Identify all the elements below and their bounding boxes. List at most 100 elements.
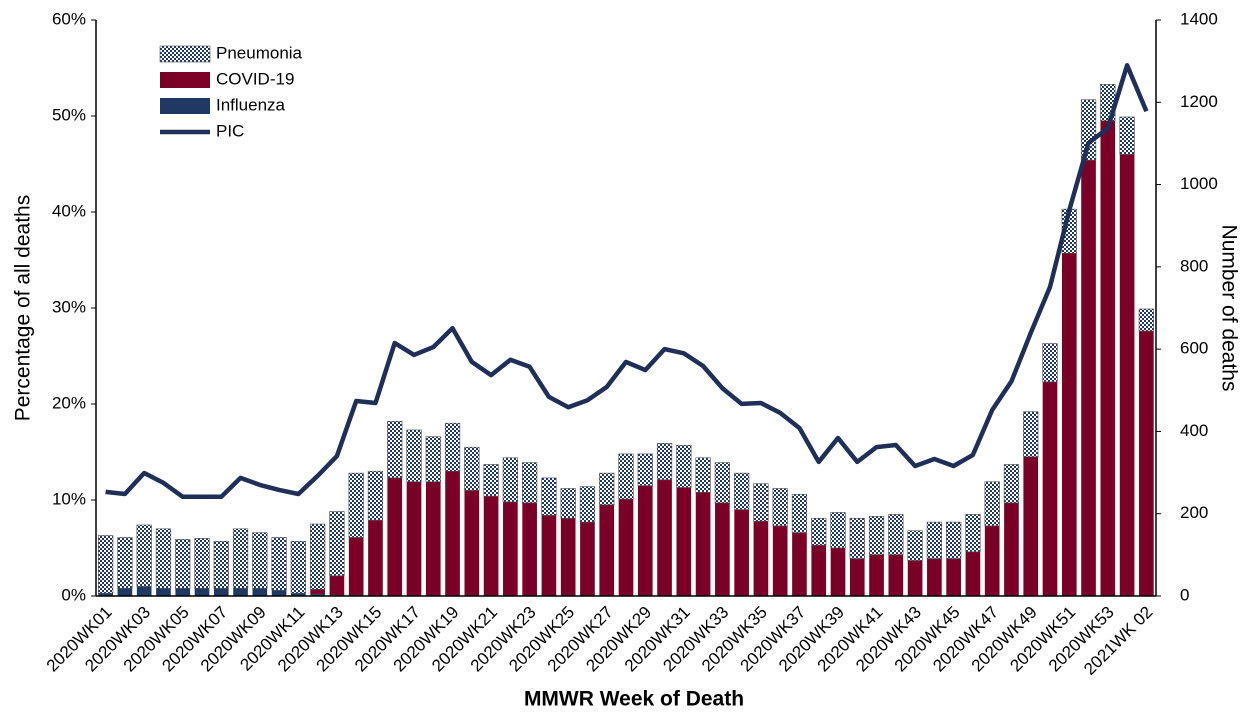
bar-segment — [464, 446, 480, 491]
bar-segment — [695, 492, 711, 596]
y-axis-title: Percentage of all deaths — [12, 195, 35, 422]
bar-segment — [232, 528, 249, 589]
bar-segment — [522, 502, 537, 596]
bar-segment — [1139, 331, 1154, 596]
bar-segment — [367, 470, 384, 521]
legend-swatch — [160, 98, 210, 114]
bar-segment — [155, 528, 172, 589]
bar-segment — [194, 588, 210, 596]
bar-segment — [310, 594, 325, 596]
bar-segment — [734, 509, 749, 596]
bar-segment — [98, 535, 114, 594]
bar-segment — [290, 540, 306, 594]
bar-segment — [888, 554, 904, 596]
legend-label: Pneumonia — [216, 43, 303, 62]
bar-segment — [926, 521, 942, 559]
bar-segment — [579, 486, 596, 523]
bar-segment — [252, 588, 268, 596]
bar-segment — [348, 472, 364, 538]
bar-segment — [503, 501, 518, 596]
bar-segment — [869, 554, 884, 596]
bar-segment — [271, 537, 287, 591]
bar-segment — [868, 516, 885, 556]
bar-segment — [927, 558, 942, 596]
y-tick-label: 0% — [61, 585, 86, 604]
bar-segment — [695, 457, 711, 493]
bar-segment — [560, 518, 576, 596]
bar-segment — [175, 588, 191, 596]
bar-segment — [734, 472, 750, 510]
bar-segment — [98, 593, 113, 596]
y2-tick-label: 1400 — [1180, 9, 1218, 28]
bar-segment — [1138, 308, 1154, 332]
bar-segment — [329, 511, 345, 577]
bar-segment — [213, 540, 229, 589]
bar-segment — [715, 502, 730, 596]
bar-segment — [117, 588, 133, 596]
bar-segment — [811, 517, 827, 546]
bar-segment — [1100, 120, 1116, 597]
bar-segment — [1119, 154, 1135, 596]
y2-tick-label: 800 — [1180, 256, 1208, 275]
bar-segment — [1004, 502, 1019, 596]
bar-segment — [175, 539, 191, 589]
bar-segment — [1003, 464, 1020, 504]
bar-segment — [291, 593, 306, 596]
bar-segment — [965, 514, 981, 553]
bar-segment — [849, 558, 865, 596]
y-tick-label: 60% — [52, 9, 86, 28]
y2-axis-title: Number of deaths — [1217, 225, 1240, 392]
y-tick-label: 30% — [52, 297, 86, 316]
bar-segment — [618, 453, 634, 500]
bar-segment — [618, 499, 634, 596]
bar-segment — [348, 537, 364, 596]
bar-segment — [657, 479, 672, 596]
bar-segment — [1023, 456, 1039, 596]
bar-segment — [522, 462, 538, 504]
legend-swatch — [159, 45, 211, 63]
y2-tick-label: 1000 — [1180, 174, 1218, 193]
bar-segment — [271, 590, 287, 596]
y2-tick-label: 1200 — [1180, 92, 1218, 111]
bar-segment — [791, 493, 808, 533]
legend-label: PIC — [216, 121, 244, 140]
bar-segment — [541, 515, 557, 596]
bar-segment — [1042, 381, 1058, 596]
bar-segment — [156, 588, 171, 596]
bar-segment — [117, 537, 133, 589]
bar-segment — [406, 429, 422, 483]
y-tick-label: 40% — [52, 201, 86, 220]
bar-segment — [560, 488, 576, 519]
bar-segment — [637, 485, 653, 596]
bar-segment — [656, 443, 673, 481]
bar-segment — [444, 422, 461, 472]
bar-segment — [483, 464, 499, 497]
bar-segment — [811, 545, 827, 596]
bar-segment — [753, 521, 769, 596]
bar-segment — [830, 548, 846, 596]
bar-segment — [676, 444, 692, 488]
bar-segment — [1042, 343, 1058, 383]
bar-segment — [888, 514, 904, 556]
bar-segment — [772, 488, 788, 527]
bar-segment — [676, 487, 692, 596]
bar-segment — [965, 551, 981, 596]
bar-segment — [502, 457, 518, 503]
y-tick-label: 20% — [52, 393, 86, 412]
bar-segment — [714, 462, 730, 504]
bar-segment — [310, 523, 326, 590]
bar-segment — [946, 521, 962, 559]
bar-segment — [213, 588, 229, 596]
bar-segment — [387, 420, 403, 479]
bar-segment — [252, 532, 268, 589]
bar-segment — [1080, 99, 1097, 161]
y-tick-label: 10% — [52, 489, 86, 508]
bar-segment — [483, 496, 499, 596]
bar-segment — [136, 524, 152, 587]
bar-segment — [984, 525, 1000, 596]
bar-segment — [1061, 253, 1077, 596]
bar-segment — [387, 477, 403, 596]
bar-segment — [580, 522, 595, 596]
